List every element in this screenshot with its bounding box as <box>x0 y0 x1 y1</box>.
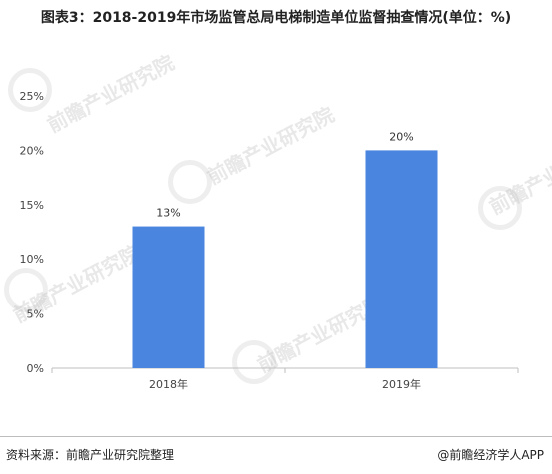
x-tick-label: 2019年 <box>382 377 421 391</box>
y-tick-label: 15% <box>20 199 44 212</box>
y-tick-label: 20% <box>20 144 44 157</box>
bar <box>365 150 438 368</box>
footer-divider <box>0 436 552 437</box>
data-label: 13% <box>156 207 180 220</box>
y-tick-label: 0% <box>27 362 44 375</box>
chart-title: 图表3：2018-2019年市场监管总局电梯制造单位监督抽查情况(单位：%) <box>40 10 512 26</box>
x-tick-label: 2018年 <box>149 377 188 391</box>
y-tick-label: 25% <box>20 90 44 103</box>
brand-credit: @前瞻经济学人APP <box>437 448 544 462</box>
bar <box>132 226 205 368</box>
source-note: 资料来源：前瞻产业研究院整理 <box>6 448 175 462</box>
y-tick-label: 5% <box>27 308 44 321</box>
y-tick-label: 10% <box>20 253 44 266</box>
data-label: 20% <box>389 130 413 143</box>
